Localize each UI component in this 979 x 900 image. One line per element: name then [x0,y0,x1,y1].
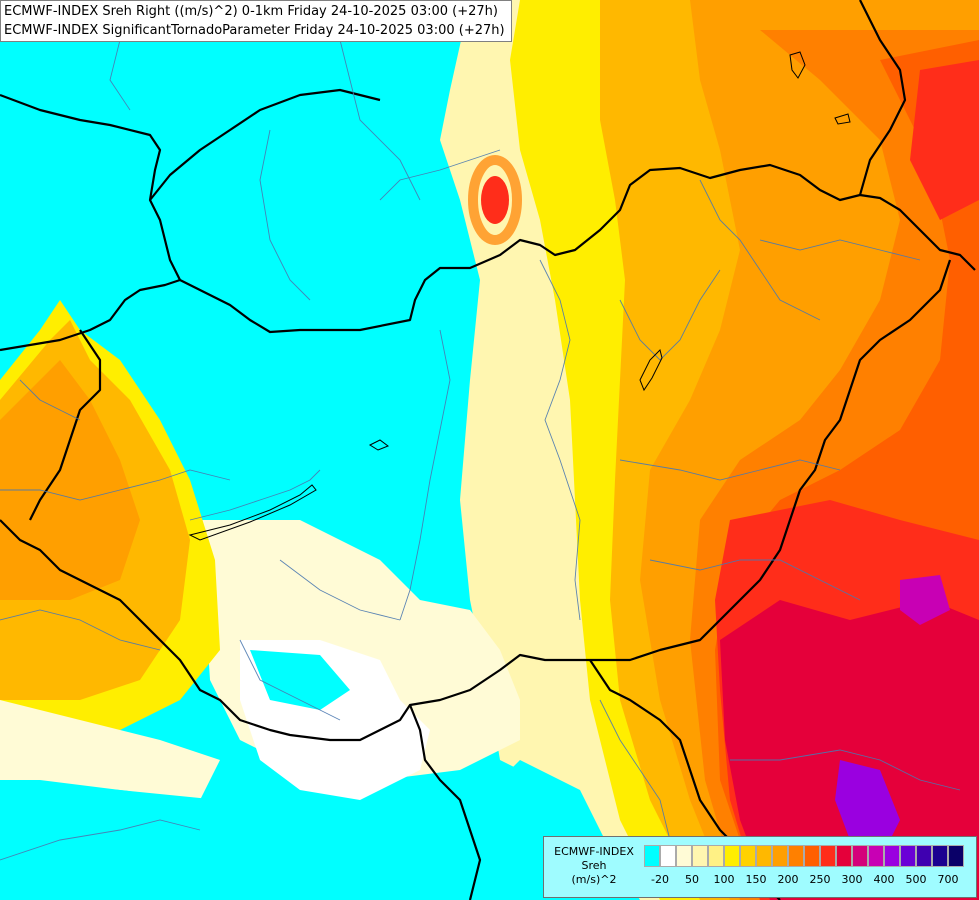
legend-swatch [916,845,932,867]
title-line-stp: ECMWF-INDEX SignificantTornadoParameter … [4,23,505,38]
legend-swatch [820,845,836,867]
legend-tick-label: 100 [713,873,735,886]
legend-label-source: ECMWF-INDEX [554,845,634,858]
legend-swatch [740,845,756,867]
legend-tick-label: 300 [841,873,863,886]
color-legend: ECMWF-INDEX Sreh (m/s)^2 -20 50 100 150 200 2… [543,836,977,898]
legend-tick-label: 700 [937,873,959,886]
legend-swatch [676,845,692,867]
legend-swatch [756,845,772,867]
legend-swatch [772,845,788,867]
lakes [188,51,851,541]
legend-swatch [804,845,820,867]
sreh-region-purple-southeast [835,760,900,860]
map-title-box: ECMWF-INDEX Sreh Right ((m/s)^2) 0-1km F… [0,0,512,42]
sreh-region-cyan-west-south [0,780,420,900]
legend-swatch [932,845,948,867]
legend-tick-label: 500 [905,873,927,886]
sreh-region-magenta-southeast [720,600,979,900]
legend-label: ECMWF-INDEX Sreh (m/s)^2 [546,845,642,887]
legend-swatch [708,845,724,867]
legend-swatch [644,845,660,867]
legend-swatches [644,845,964,867]
legend-tick-label: 200 [777,873,799,886]
legend-swatch [660,845,676,867]
legend-swatch [900,845,916,867]
legend-swatch [788,845,804,867]
legend-ticks: -20 50 100 150 200 250 300 400 500 700 [644,873,974,889]
sreh-region-red-northeast-spot [910,60,979,220]
legend-swatch [724,845,740,867]
legend-label-unit: (m/s)^2 [571,873,617,886]
sreh-region-orange-west [0,360,140,600]
legend-swatch [884,845,900,867]
rivers [0,0,961,861]
legend-swatch [836,845,852,867]
legend-tick-label: 400 [873,873,895,886]
legend-tick-label: 250 [809,873,831,886]
sreh-region-violet-spot [900,575,950,625]
legend-swatch [852,845,868,867]
legend-tick-label: 150 [745,873,767,886]
legend-tick-label: -20 [651,873,669,886]
sreh-region-pale-west-south [0,700,220,800]
legend-swatch [692,845,708,867]
legend-swatch [948,845,964,867]
sreh-hotspot-north [481,176,509,224]
title-line-sreh: ECMWF-INDEX Sreh Right ((m/s)^2) 0-1km F… [4,4,498,19]
sreh-region-cyan-pocket-south [250,650,350,710]
legend-swatch [868,845,884,867]
legend-tick-label: 50 [685,873,699,886]
legend-label-variable: Sreh [581,859,607,872]
